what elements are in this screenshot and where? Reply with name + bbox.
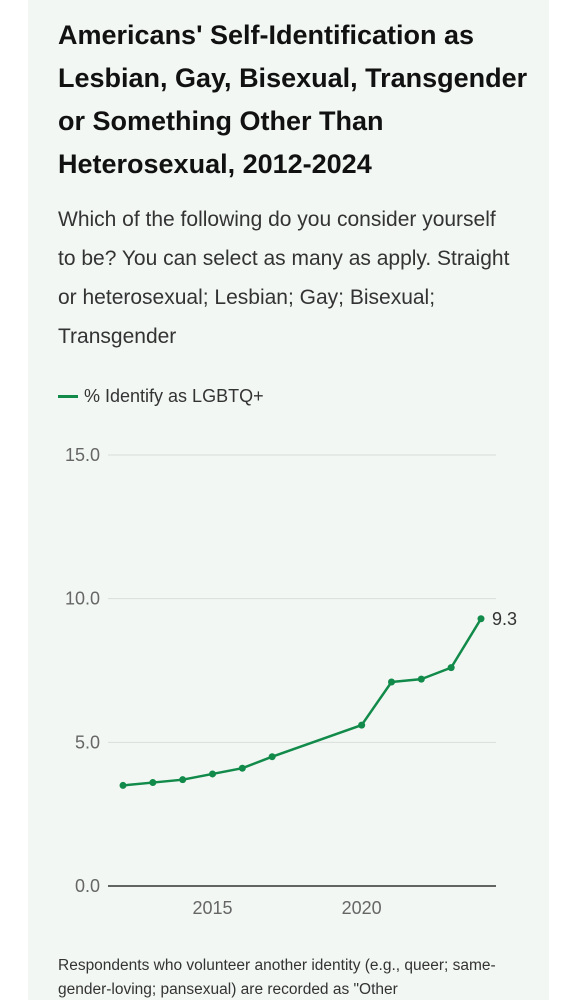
footnote: Respondents who volunteer another identi…: [58, 957, 496, 998]
data-point: [447, 664, 455, 672]
data-point: [268, 753, 276, 761]
data-point: [388, 678, 395, 686]
chart-subtitle: Which of the following do you consider y…: [58, 208, 510, 348]
chart-title: Americans' Self-Identification as Lesbia…: [58, 20, 528, 179]
line-chart: 0.0 5.0 10.0 15.0 2015 2020 9.3: [65, 445, 517, 918]
data-point: [477, 615, 485, 623]
legend-swatch: [58, 395, 78, 398]
chart-card: Americans' Self-Identification as Lesbia…: [28, 0, 549, 1000]
data-point: [149, 779, 157, 787]
end-value-label: 9.3: [492, 609, 517, 629]
data-point: [119, 781, 127, 789]
y-tick-label: 5.0: [75, 732, 100, 752]
x-tick-label: 2020: [342, 898, 382, 918]
x-tick-label: 2015: [192, 898, 232, 918]
data-point: [358, 721, 366, 729]
series-line: [122, 618, 483, 787]
y-tick-label: 10.0: [65, 589, 100, 609]
data-point: [179, 776, 187, 784]
y-tick-label: 15.0: [65, 445, 100, 465]
data-point: [417, 675, 425, 683]
data-point: [238, 764, 246, 772]
y-tick-label: 0.0: [75, 876, 100, 896]
data-point: [209, 770, 216, 778]
legend-label: % Identify as LGBTQ+: [84, 386, 264, 406]
legend: % Identify as LGBTQ+: [58, 386, 264, 407]
